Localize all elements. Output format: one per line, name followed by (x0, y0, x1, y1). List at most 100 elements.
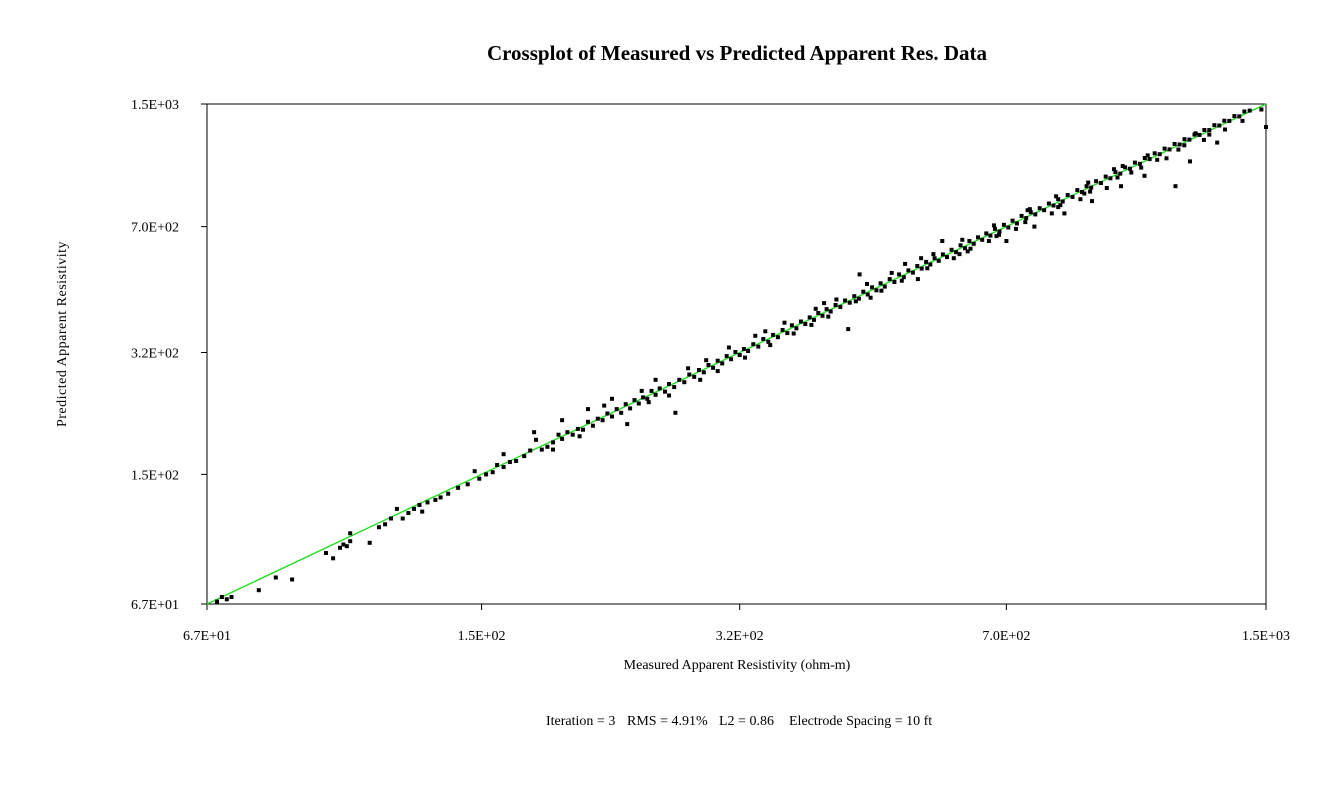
data-point (1115, 175, 1120, 180)
y-tick-label: 1.5E+03 (131, 98, 179, 113)
data-point (1028, 210, 1033, 215)
data-point (997, 229, 1002, 234)
data-point (677, 377, 682, 382)
data-point (715, 369, 720, 374)
data-point (1042, 208, 1047, 213)
data-point (595, 416, 600, 421)
stat-rms: RMS = 4.91% (627, 714, 708, 729)
data-point (791, 331, 796, 336)
data-point (539, 447, 544, 452)
data-point (1142, 156, 1147, 160)
data-point (899, 278, 904, 283)
data-point (945, 255, 949, 260)
data-point (992, 223, 996, 228)
data-point (1212, 123, 1217, 128)
data-point (906, 268, 911, 273)
x-axis-label: Measured Apparent Resistivity (ohm-m) (624, 658, 851, 673)
data-point (949, 247, 954, 252)
data-point (1019, 213, 1024, 218)
data-point (367, 540, 372, 545)
data-point (1108, 176, 1113, 181)
data-point (824, 307, 829, 312)
data-point (1103, 174, 1108, 179)
data-point (1046, 201, 1051, 206)
data-point (743, 355, 747, 360)
data-point (986, 239, 991, 243)
x-tick-label: 7.0E+02 (982, 629, 1030, 644)
data-point (984, 231, 989, 236)
data-point (843, 298, 848, 303)
data-point (813, 306, 818, 311)
data-point (545, 444, 550, 449)
data-point (958, 243, 963, 248)
data-point (672, 385, 677, 390)
data-point (816, 311, 821, 315)
data-point (1082, 191, 1087, 196)
data-point (667, 393, 671, 398)
data-point (852, 294, 857, 299)
data-point (724, 354, 729, 359)
data-point (857, 272, 862, 277)
data-point (897, 272, 902, 277)
data-point (1215, 140, 1220, 145)
x-axis-ticks: 6.7E+01 1.5E+02 3.2E+02 7.0E+02 1.5E+03 (183, 604, 1290, 644)
data-point (501, 465, 506, 469)
stat-electrode-spacing: Electrode Spacing = 10 ft (789, 714, 932, 729)
data-point (412, 506, 416, 511)
data-point (625, 422, 630, 427)
data-point (865, 292, 870, 297)
data-point (560, 436, 565, 441)
y-tick-label: 3.2E+02 (131, 346, 179, 361)
data-point (1207, 132, 1212, 137)
data-point (472, 469, 477, 474)
data-point (438, 495, 443, 500)
data-point (348, 531, 353, 536)
data-point (833, 303, 838, 307)
data-point (641, 395, 646, 400)
data-point (924, 259, 929, 264)
data-point (919, 266, 924, 271)
data-point (477, 476, 482, 481)
data-point (782, 320, 787, 325)
data-point (994, 234, 999, 239)
data-point (1182, 137, 1187, 142)
data-point (1142, 173, 1147, 178)
data-point (602, 403, 607, 408)
data-point (980, 237, 985, 242)
data-point (1112, 167, 1116, 172)
data-point (1120, 164, 1125, 168)
data-point (901, 275, 906, 280)
data-point (963, 246, 967, 251)
data-point (711, 365, 716, 370)
data-point (673, 410, 678, 415)
data-point (1014, 221, 1019, 226)
data-point (1207, 128, 1212, 133)
data-point (389, 516, 393, 521)
y-axis-ticks: 6.7E+01 1.5E+02 3.2E+02 7.0E+02 1.5E+03 (131, 98, 207, 613)
data-point (522, 454, 527, 459)
data-point (932, 256, 937, 261)
data-point (807, 315, 812, 320)
data-point (605, 411, 610, 416)
data-point (960, 237, 965, 242)
data-point (501, 452, 506, 457)
data-point (692, 374, 697, 379)
data-point (532, 430, 537, 435)
data-point (507, 460, 512, 464)
data-point (838, 304, 843, 309)
data-point (1032, 224, 1037, 229)
data-point (581, 427, 585, 432)
data-point (761, 337, 766, 341)
x-tick-label: 1.5E+02 (458, 629, 506, 644)
data-point (828, 309, 833, 314)
data-point (1049, 211, 1054, 216)
data-point (698, 377, 703, 382)
data-point (667, 382, 671, 386)
data-point (1227, 118, 1232, 123)
data-point (575, 426, 580, 431)
data-point (720, 361, 725, 366)
data-point (619, 410, 624, 415)
data-point (229, 595, 234, 599)
data-point (290, 577, 295, 582)
data-point (1010, 218, 1015, 223)
